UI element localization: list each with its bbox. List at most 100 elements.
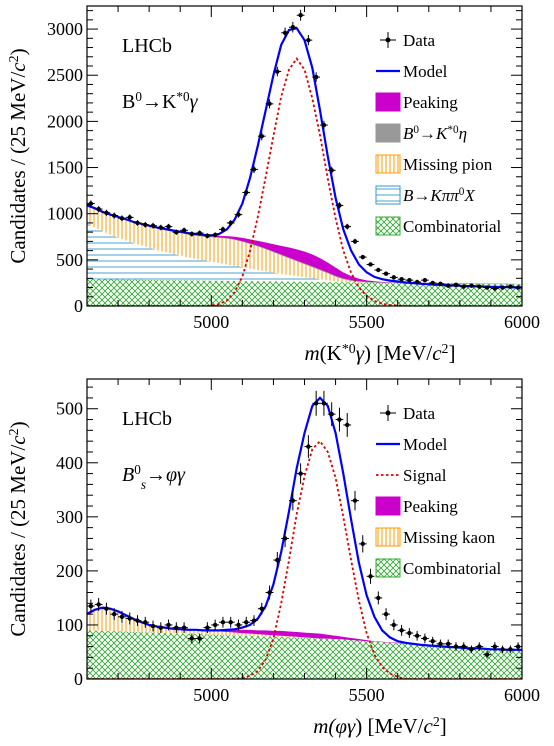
data-point: [351, 490, 359, 511]
legend-item: Model: [376, 62, 448, 81]
data-point: [498, 645, 507, 654]
y-tick-label: 3000: [47, 19, 83, 39]
data-point: [125, 214, 134, 221]
data-point: [397, 277, 406, 282]
data-point: [257, 602, 266, 615]
data-point: [428, 636, 437, 646]
data-point: [180, 622, 188, 634]
data-point: [94, 597, 103, 611]
x-tick-label: 5000: [193, 312, 229, 332]
legend-label: Missing kaon: [403, 528, 496, 547]
data-point: [265, 99, 274, 109]
x-tick-label: 6000: [504, 685, 540, 705]
data-point: [118, 610, 126, 623]
x-tick-label: 6000: [504, 312, 540, 332]
legend-item: Data: [380, 404, 436, 423]
data-point: [421, 277, 429, 283]
data-point: [203, 622, 212, 634]
legend-swatch: [375, 154, 401, 174]
legend-label: Data: [403, 404, 436, 423]
data-point: [374, 591, 383, 605]
data-point: [444, 283, 453, 288]
data-point: [413, 630, 422, 641]
chart-panel-bkstgamma: 5000 5500 6000 0 500 1000 1500 2000 2500 3000 m(K*…: [6, 5, 540, 365]
data-point: [312, 390, 321, 416]
y-tick-label: 2000: [47, 111, 83, 131]
data-point: [156, 224, 165, 231]
data-point: [382, 608, 390, 621]
data-point: [366, 568, 375, 584]
component-combinatorial: [87, 279, 522, 306]
data-point: [125, 612, 134, 625]
plot-area: [87, 9, 522, 306]
data-point: [327, 166, 336, 174]
data-point: [187, 231, 196, 237]
data-point: [358, 254, 367, 260]
data-point: [296, 9, 305, 21]
data-point: [265, 585, 274, 600]
y-tick-label: 0: [74, 296, 83, 316]
data-point: [172, 229, 181, 235]
data-point: [288, 21, 297, 33]
data-point: [444, 639, 453, 649]
data-point: [421, 633, 429, 644]
chart-svg: 5000 5500 6000 0 100 200 300 400 500 m(φγ) [MeV/c…: [6, 378, 540, 739]
data-point: [187, 633, 196, 644]
data-point: [211, 232, 220, 238]
data-point: [257, 132, 266, 141]
data-point: [281, 529, 289, 548]
data-point: [467, 283, 476, 288]
y-tick-label: 0: [74, 669, 83, 689]
data-point: [490, 642, 499, 651]
data-point: [467, 645, 476, 654]
data-point: [483, 285, 491, 290]
legend-item: Peaking: [375, 92, 458, 112]
legend-item: B0→K*0η: [375, 123, 467, 143]
data-point: [288, 490, 297, 511]
data-point: [335, 202, 344, 209]
data-point: [242, 189, 251, 196]
data-point: [413, 279, 422, 285]
y-tick-label: 1000: [47, 204, 83, 224]
y-tick-label: 500: [56, 399, 83, 419]
y-tick-label: 500: [56, 250, 83, 270]
x-axis-label: m(φγ) [MeV/c2]: [313, 714, 447, 739]
data-point: [374, 267, 383, 273]
legend-label: Model: [403, 435, 448, 454]
data-point: [195, 230, 204, 236]
legend-item: Signal: [376, 466, 447, 485]
legend-marker: [385, 37, 391, 43]
legend-label: Model: [403, 62, 448, 81]
data-point: [141, 616, 150, 628]
legend-label: Peaking: [403, 93, 458, 112]
data-point: [452, 642, 460, 651]
data-point: [366, 262, 375, 267]
data-point: [102, 602, 111, 615]
legend-label: Peaking: [403, 497, 458, 516]
legend-swatch: [375, 496, 401, 516]
legend-marker: [385, 410, 391, 416]
data-point: [164, 223, 173, 230]
data-point: [110, 212, 119, 219]
legend-item: Combinatorial: [375, 216, 501, 236]
legend-item: Combinatorial: [375, 558, 501, 578]
data-point: [180, 227, 188, 234]
data-point: [110, 608, 119, 621]
legend-label: B0→K*0η: [403, 124, 467, 143]
data-point: [172, 622, 181, 634]
data-point: [242, 616, 251, 628]
data-point: [382, 271, 390, 276]
plot-area: [87, 390, 522, 679]
data-point: [506, 284, 515, 289]
data-point: [483, 650, 491, 659]
data-point: [164, 619, 173, 631]
legend-label: Combinatorial: [403, 559, 501, 578]
legend-label: Missing pion: [403, 155, 493, 174]
data-point: [118, 215, 126, 222]
data-point: [358, 535, 367, 553]
data-point: [102, 209, 111, 216]
data-point: [506, 645, 515, 654]
legend-swatch: [375, 185, 401, 205]
y-tick-label: 300: [56, 507, 83, 527]
